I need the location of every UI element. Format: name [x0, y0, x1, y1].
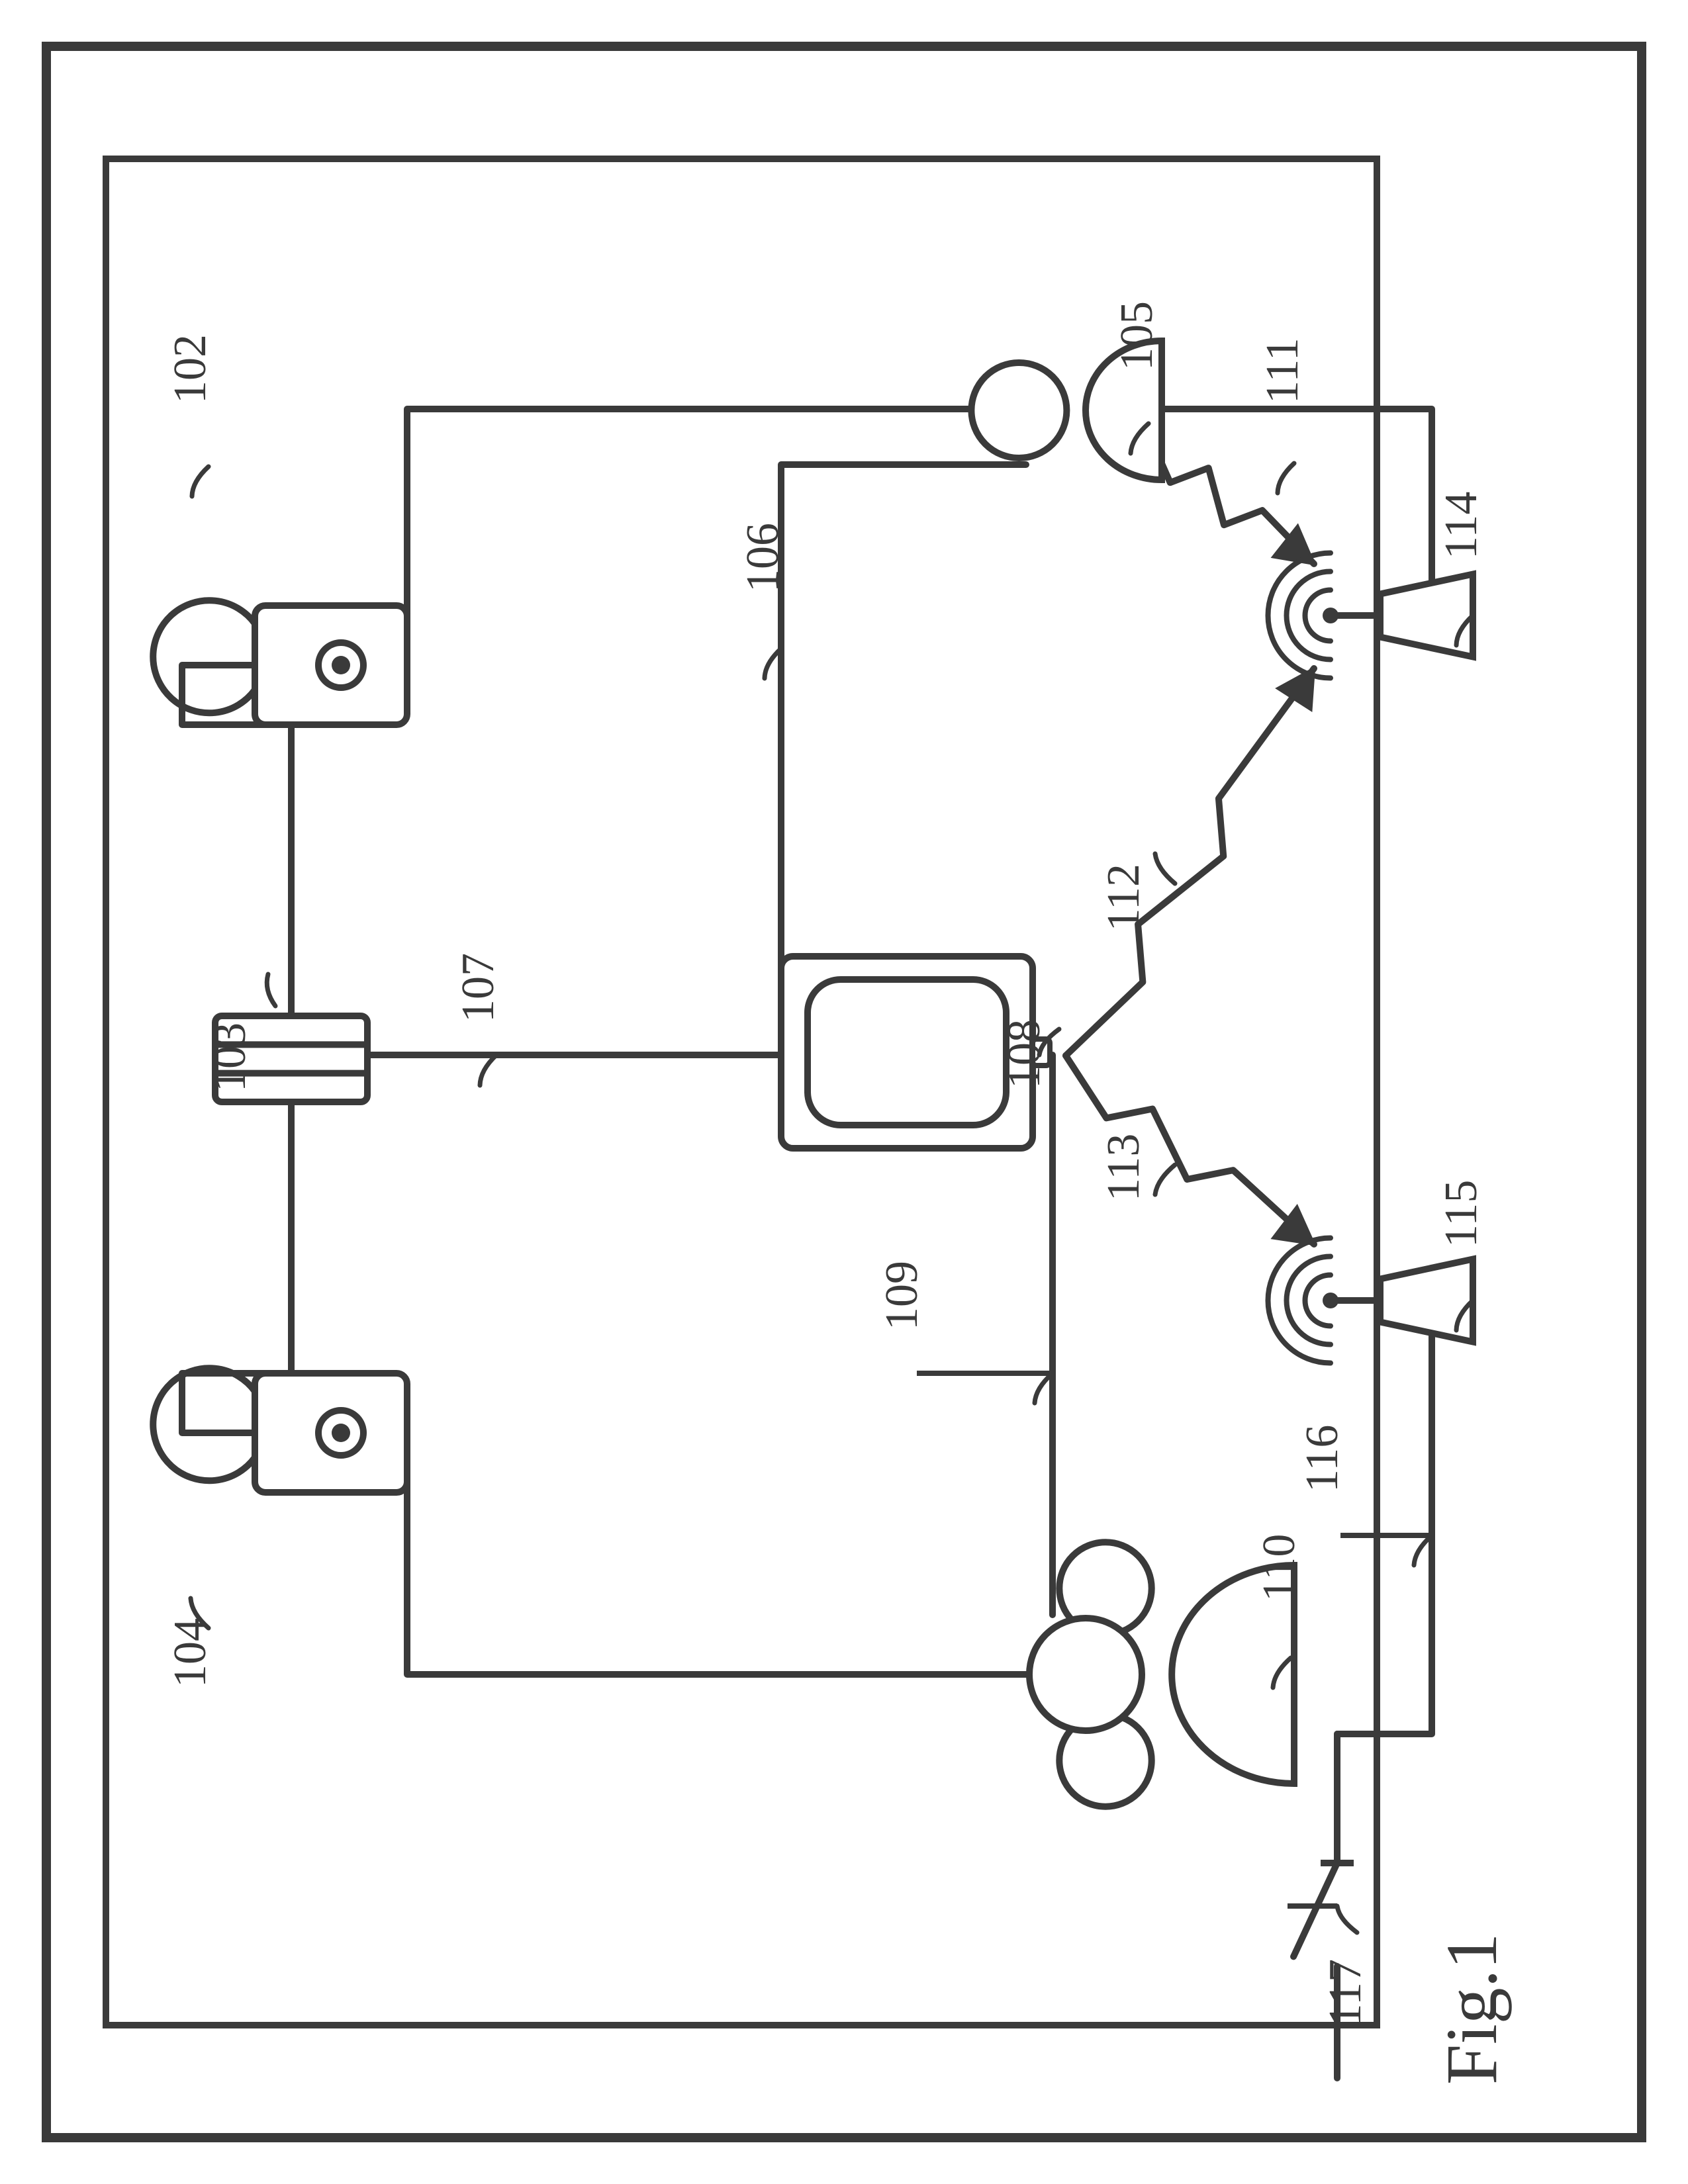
label-tick [1278, 463, 1294, 493]
connector [407, 1433, 1053, 1674]
connector [1337, 1300, 1432, 1734]
label-tick [1337, 1906, 1357, 1933]
label-tick [192, 467, 209, 496]
ref-label: 105 [1111, 301, 1162, 371]
connector [407, 409, 1006, 665]
cell-tower-icon [1268, 1238, 1473, 1363]
ref-label: 110 [1254, 1534, 1305, 1602]
ref-label: 114 [1436, 492, 1487, 559]
ref-label: 106 [737, 523, 788, 592]
connector [1152, 409, 1432, 615]
ref-label: 104 [165, 1618, 216, 1688]
diagram-canvas: 102 103 104 105 106 107 108 109 110 111 112 113 114 1… [0, 0, 1688, 2184]
ref-label: 108 [999, 1019, 1050, 1089]
ref-label: 109 [876, 1261, 927, 1330]
ref-label: 112 [1098, 864, 1149, 931]
label-tick [480, 1055, 496, 1085]
ref-label: 102 [165, 334, 216, 404]
ref-label: 113 [1098, 1134, 1149, 1201]
label-tick [1155, 854, 1175, 884]
ref-label: 111 [1257, 338, 1308, 404]
ref-label: 115 [1436, 1180, 1487, 1248]
ref-label: 116 [1297, 1425, 1348, 1492]
ref-label: 117 [1320, 1959, 1371, 2026]
wireless-bolt [1066, 668, 1314, 1056]
cell-tower-icon [1268, 553, 1473, 678]
ref-label: 103 [205, 1023, 256, 1092]
ref-label: 107 [453, 953, 504, 1023]
label-tick [267, 974, 275, 1006]
figure-title: Fig.1 [1431, 1933, 1512, 2085]
label-tick [1155, 1165, 1175, 1195]
